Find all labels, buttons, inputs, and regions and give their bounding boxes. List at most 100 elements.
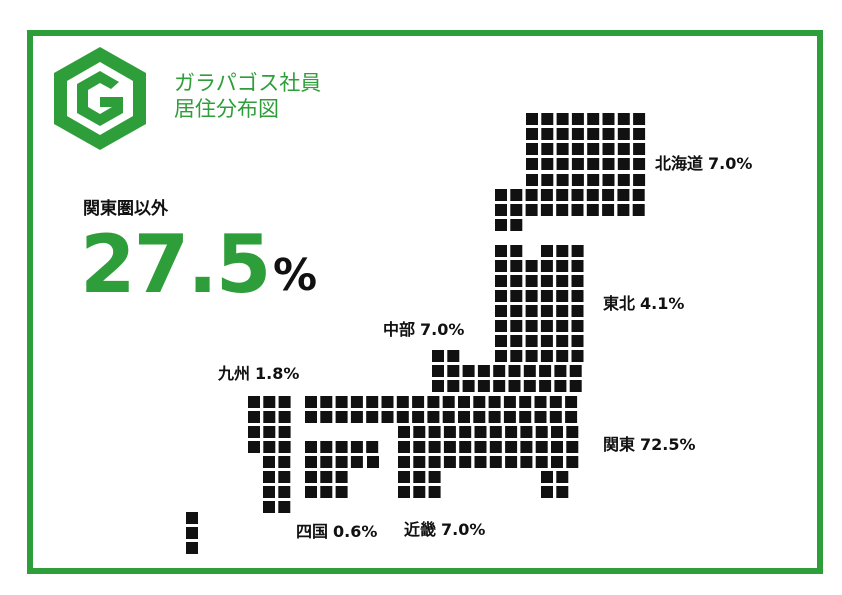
region-label: 北海道 7.0% xyxy=(655,150,752,174)
tile xyxy=(473,411,486,423)
tile xyxy=(617,113,630,125)
tile xyxy=(459,426,472,438)
tile xyxy=(520,426,533,438)
tile xyxy=(523,380,536,392)
tile xyxy=(556,290,569,302)
tile xyxy=(350,411,363,423)
tile xyxy=(278,396,291,408)
tile xyxy=(428,486,441,498)
tile xyxy=(412,396,425,408)
tile xyxy=(432,380,444,392)
tile xyxy=(510,204,523,216)
tile xyxy=(525,320,538,332)
tile xyxy=(617,158,630,170)
tile xyxy=(540,189,553,201)
tile xyxy=(534,396,547,408)
tile xyxy=(305,411,317,423)
tile xyxy=(442,411,455,423)
tile xyxy=(186,512,198,524)
tile xyxy=(526,174,538,186)
tile xyxy=(549,396,562,408)
tile xyxy=(495,260,507,272)
tile xyxy=(540,305,553,317)
tile xyxy=(278,411,291,423)
tile xyxy=(556,350,569,362)
tile xyxy=(350,456,363,468)
tile xyxy=(493,380,506,392)
tile xyxy=(632,204,645,216)
tile xyxy=(398,426,410,438)
tile xyxy=(602,128,615,140)
logo-g xyxy=(77,71,123,126)
tile xyxy=(428,471,441,483)
tile xyxy=(443,441,456,453)
logo-mark xyxy=(54,47,146,150)
tile xyxy=(263,501,275,513)
tile xyxy=(427,411,440,423)
tile xyxy=(320,441,333,453)
region-value: 72.5% xyxy=(640,435,696,454)
tile xyxy=(495,219,507,231)
tile xyxy=(571,113,584,125)
tile xyxy=(540,204,553,216)
tile xyxy=(540,275,553,287)
tile xyxy=(633,128,646,140)
tile xyxy=(541,158,554,170)
tile xyxy=(398,486,410,498)
tile xyxy=(551,456,563,468)
tile xyxy=(474,426,487,438)
tile xyxy=(366,441,379,453)
tile xyxy=(320,471,333,483)
tile xyxy=(413,426,426,438)
tile xyxy=(263,456,275,468)
tile xyxy=(571,204,584,216)
tile xyxy=(541,245,553,257)
tile xyxy=(602,158,615,170)
frame xyxy=(27,30,823,574)
tile xyxy=(505,426,518,438)
tile xyxy=(305,441,317,453)
tile xyxy=(617,189,630,201)
tile xyxy=(556,174,569,186)
tile xyxy=(278,426,291,438)
tile xyxy=(495,350,507,362)
tile xyxy=(556,245,569,257)
tile xyxy=(443,456,456,468)
tile xyxy=(458,396,470,408)
tile xyxy=(278,471,291,483)
region-name: 関東 xyxy=(603,435,636,454)
tile xyxy=(526,113,538,125)
tile xyxy=(428,441,441,453)
tile xyxy=(396,396,409,408)
tile xyxy=(495,275,507,287)
tile xyxy=(540,290,553,302)
tile xyxy=(541,113,554,125)
tile xyxy=(510,320,523,332)
tile xyxy=(519,411,532,423)
tile xyxy=(525,350,538,362)
title: ガラパゴス社員 xyxy=(174,71,322,95)
tile xyxy=(571,158,584,170)
tile xyxy=(571,189,584,201)
tile xyxy=(510,290,523,302)
tile xyxy=(381,396,394,408)
tile xyxy=(525,275,538,287)
tile xyxy=(442,396,455,408)
tile xyxy=(586,189,599,201)
region-value: 1.8% xyxy=(255,364,300,383)
region-name: 九州 xyxy=(218,364,251,383)
tile xyxy=(602,189,615,201)
tile xyxy=(541,486,553,498)
tile xyxy=(305,456,317,468)
tile xyxy=(248,426,260,438)
tile xyxy=(526,128,538,140)
tile xyxy=(541,471,553,483)
region-label: 九州 1.8% xyxy=(218,360,299,384)
tile xyxy=(335,441,348,453)
tile xyxy=(474,456,487,468)
tile xyxy=(540,260,553,272)
tile xyxy=(495,245,507,257)
region-name: 北海道 xyxy=(655,154,704,173)
tile xyxy=(320,411,333,423)
